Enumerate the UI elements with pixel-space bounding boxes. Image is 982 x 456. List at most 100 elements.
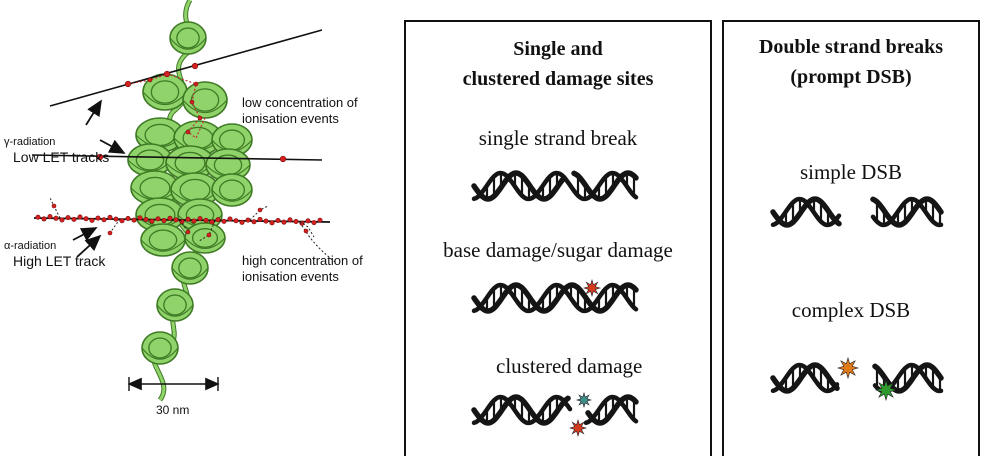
ionisation-dot <box>107 214 113 220</box>
low-let-track-upper <box>49 29 323 107</box>
ionisation-dot <box>287 217 293 223</box>
ionisation-dot <box>59 217 65 223</box>
panel-title-line-2: clustered damage sites <box>462 68 654 90</box>
high-concentration-label-2: ionisation events <box>242 269 339 284</box>
ionisation-dot <box>281 219 287 225</box>
ionisation-dot <box>293 219 299 225</box>
dsb-title-line-1: Double strand breaks <box>758 36 944 58</box>
ionisation-dot <box>71 216 77 222</box>
lesion-star-icon <box>575 391 593 409</box>
complex-dsb-helix <box>770 362 944 394</box>
ionisation-dot <box>206 232 212 238</box>
ionisation-dot <box>227 216 233 222</box>
ionisation-dot <box>77 214 83 220</box>
gamma-arrow <box>85 99 102 126</box>
ionisation-dot <box>119 218 125 224</box>
ionisation-dot <box>47 214 53 220</box>
ionisation-dot <box>203 217 209 223</box>
alpha-radiation-label: α-radiation <box>4 240 57 252</box>
damage-lesions <box>568 278 898 438</box>
ionisation-dot <box>89 217 95 223</box>
ionisation-dot <box>257 207 263 213</box>
nucleosome <box>171 251 209 285</box>
complex-dsb-label: complex DSB <box>791 298 911 322</box>
ionisation-dot <box>317 217 323 223</box>
alpha-arrow <box>72 227 98 242</box>
ionisation-dot <box>257 216 263 222</box>
simple-dsb-label: simple DSB <box>799 160 903 184</box>
ionisation-dot <box>173 217 179 223</box>
ionisation-dot <box>305 218 311 224</box>
nucleosome <box>211 173 253 207</box>
ionisation-dot <box>147 77 153 83</box>
ionisation-dot <box>185 129 191 135</box>
ionisation-dot <box>131 217 137 223</box>
high-let-label: High LET track <box>13 253 106 269</box>
ionisation-dot <box>197 115 203 121</box>
low-concentration-label-2: ionisation events <box>242 111 339 126</box>
lesion-star-icon <box>874 378 898 402</box>
low-let-track-lower <box>31 154 323 161</box>
single-strand-break-helix <box>471 170 639 202</box>
ionisation-dot <box>113 216 119 222</box>
ionisation-dot <box>275 217 281 223</box>
lesion-star-icon <box>836 356 860 380</box>
ionisation-dot <box>53 215 59 221</box>
ionisation-dot <box>107 230 113 236</box>
ionisation-dot <box>149 218 155 224</box>
ionisation-dot <box>185 216 191 222</box>
ionisation-dot <box>279 155 287 163</box>
ionisation-dot <box>83 216 89 222</box>
ionisation-dot <box>233 218 239 224</box>
ionisation-dot <box>251 219 257 225</box>
nucleosome <box>141 331 179 365</box>
ionisation-dot <box>96 153 104 161</box>
ionisation-events <box>35 62 336 263</box>
chromatin-fibre-graphic <box>31 0 336 402</box>
ionisation-dot <box>239 219 245 225</box>
simple-dsb-helix <box>770 196 944 228</box>
chromatin-diagram: γ-radiation Low LET tracks low concentra… <box>0 0 400 456</box>
nucleosome <box>156 288 194 322</box>
ionisation-dot <box>189 99 195 105</box>
nucleosome <box>184 222 226 254</box>
ionisation-dot <box>193 81 199 87</box>
ionisation-dot <box>125 215 131 221</box>
double-strand-break-panel: Double strand breaks (prompt DSB) simple… <box>722 20 980 456</box>
low-let-arrow <box>99 139 126 154</box>
nucleosome <box>169 21 207 55</box>
ionisation-dot <box>263 218 269 224</box>
ionisation-dot <box>269 220 275 226</box>
high-concentration-label-1: high concentration of <box>242 253 363 268</box>
ionisation-dot <box>191 62 199 70</box>
gamma-radiation-label: γ-radiation <box>4 136 56 148</box>
ionisation-dot <box>137 215 143 221</box>
ionisation-dot <box>161 218 167 224</box>
low-let-label: Low LET tracks <box>13 149 110 165</box>
panel-title-line-1: Single and <box>513 38 603 60</box>
ionisation-dot <box>65 215 71 221</box>
nucleosome <box>140 223 186 257</box>
ionisation-dot <box>51 203 57 209</box>
ionisation-dot <box>167 215 173 221</box>
ionisation-dot <box>35 214 41 220</box>
ionisation-dot <box>221 218 227 224</box>
base-damage-label: base damage/sugar damage <box>443 238 673 262</box>
ionisation-dot <box>191 218 197 224</box>
scale-label: 30 nm <box>156 403 190 417</box>
low-concentration-label-1: low concentration of <box>242 95 358 110</box>
ionisation-dot <box>197 216 203 222</box>
dsb-title-line-2: (prompt DSB) <box>790 66 912 88</box>
ionisation-dot <box>311 220 317 226</box>
ionisation-dot <box>215 217 221 223</box>
ionisation-dot <box>95 215 101 221</box>
clustered-damage-label: clustered damage <box>496 354 643 378</box>
lesion-star-icon <box>582 278 602 298</box>
lesion-star-icon <box>568 418 588 438</box>
ionisation-dot <box>185 229 191 235</box>
ionisation-dot <box>101 217 107 223</box>
single-clustered-damage-panel: Single and clustered damage sites single… <box>404 20 712 456</box>
ionisation-dot <box>143 217 149 223</box>
ionisation-dot <box>155 216 161 222</box>
ionisation-dot <box>303 228 309 234</box>
